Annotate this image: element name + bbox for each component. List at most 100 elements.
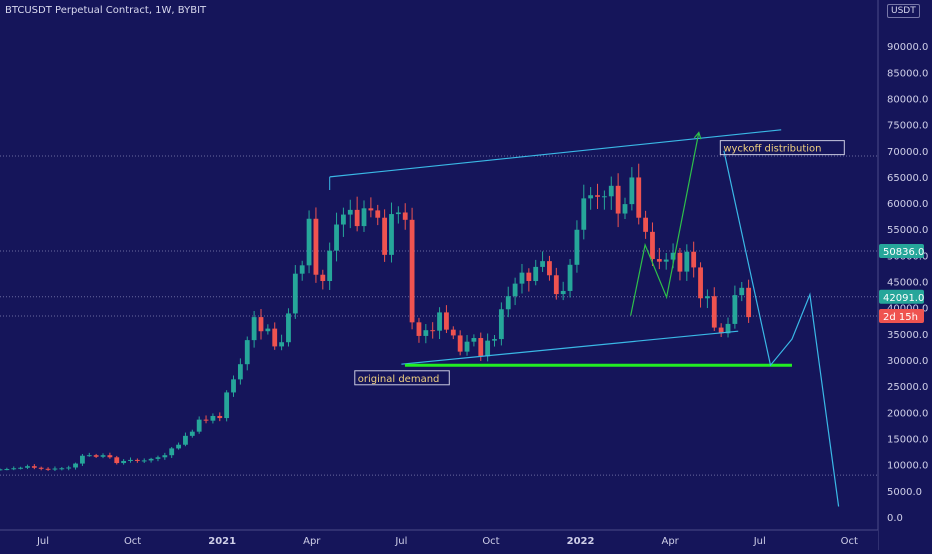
candle-down (217, 415, 223, 419)
currency-unit-label[interactable]: USDT (887, 4, 920, 18)
candle-down (409, 219, 415, 323)
candle-up (347, 209, 353, 215)
price-tick-label: 20000.0 (887, 408, 928, 419)
price-badge-text: 42091.0 (883, 293, 924, 304)
candle-up (52, 468, 58, 470)
price-badges: 50836.0 42091.0 2d 15h (879, 244, 924, 324)
candle-up (492, 339, 497, 341)
candle-up (231, 379, 236, 393)
candle-down (615, 185, 621, 214)
candle-up (471, 338, 477, 342)
price-tick-label: 90000.0 (887, 42, 928, 53)
candle-up (224, 392, 230, 419)
projection-bear-path (723, 150, 840, 507)
candle-down (382, 217, 388, 255)
candle-down (134, 459, 140, 461)
price-axis-background (878, 0, 932, 550)
time-axis-background (0, 530, 878, 550)
candle-up (663, 259, 669, 262)
candle-up (162, 455, 168, 458)
projection-arrowhead (693, 131, 702, 140)
candle-down (38, 467, 44, 469)
candle-up (389, 214, 394, 255)
candle-down (526, 272, 532, 282)
time-tick-label: 2021 (208, 536, 236, 547)
price-tick-label: 0.0 (887, 513, 903, 524)
candle-up (251, 317, 257, 341)
candle-up (86, 455, 92, 457)
candle-down (650, 231, 655, 260)
candle-up (155, 457, 161, 459)
candle-up (169, 448, 175, 456)
candle-down (320, 274, 326, 282)
candle-down (643, 217, 649, 232)
candle-down (354, 209, 360, 227)
candle-up (684, 251, 690, 272)
time-tick-label: Jul (394, 536, 407, 547)
candle-down (430, 330, 436, 332)
candle-down (114, 457, 120, 464)
candle-up (705, 296, 710, 299)
candle-down (595, 195, 600, 197)
candle-up (608, 185, 614, 197)
candle-down (375, 210, 381, 218)
candle-down (258, 317, 264, 332)
annotations: wyckoff distribution original demand (354, 140, 845, 386)
annotation-box (719, 140, 845, 156)
drawings (329, 129, 840, 507)
candle-up (237, 364, 243, 380)
candle-up (327, 250, 333, 282)
candle-down (746, 287, 752, 318)
candlesticks (0, 163, 752, 472)
candle-up (512, 283, 518, 297)
price-tick-label: 10000.0 (887, 461, 928, 472)
candle-down (457, 335, 463, 352)
candle-down (718, 327, 724, 334)
candle-up (533, 266, 539, 282)
candle-down (698, 267, 703, 299)
price-tick-label: 45000.0 (887, 278, 928, 289)
candle-up (540, 261, 545, 267)
time-tick-label: Apr (661, 536, 679, 547)
candle-up (286, 313, 291, 343)
candle-up (437, 312, 442, 331)
candle-up (361, 208, 367, 227)
candle-down (711, 296, 717, 328)
candle-up (4, 469, 10, 471)
price-tick-label: 15000.0 (887, 434, 928, 445)
price-axis[interactable]: 90000.0 85000.0 80000.0 75000.0 70000.0 65000… (877, 0, 932, 550)
candle-down (45, 468, 51, 470)
time-tick-label: Jul (36, 536, 49, 547)
price-badge (879, 289, 924, 304)
candle-down (368, 208, 374, 211)
candle-down (478, 338, 484, 357)
candle-up (128, 459, 133, 461)
candle-up (629, 177, 635, 205)
price-tick-label: 30000.0 (887, 356, 928, 367)
candle-down (656, 259, 662, 262)
time-axis[interactable]: Jul Oct 2021 Apr Jul Oct 2022 Apr Jul Oct (0, 529, 878, 550)
candle-up (18, 467, 24, 469)
candle-up (100, 455, 106, 457)
projection-bull-path (630, 132, 700, 316)
price-badge (879, 244, 924, 259)
annotation-text: wyckoff distribution (723, 144, 821, 155)
candle-down (416, 322, 422, 336)
candle-down (547, 261, 552, 276)
price-tick-label: 75000.0 (887, 121, 928, 132)
price-tick-label: 55000.0 (887, 225, 928, 236)
candle-up (725, 323, 731, 334)
candle-up (148, 458, 154, 461)
candle-up (341, 214, 346, 225)
candle-up (560, 290, 566, 295)
channel-upper-line (329, 129, 782, 178)
candle-up (59, 468, 65, 470)
price-tick-label: 85000.0 (887, 68, 928, 79)
price-tick-label: 60000.0 (887, 199, 928, 210)
candle-up (485, 340, 491, 357)
candle-down (553, 275, 559, 295)
candle-up (25, 466, 30, 468)
candle-down (636, 177, 642, 218)
